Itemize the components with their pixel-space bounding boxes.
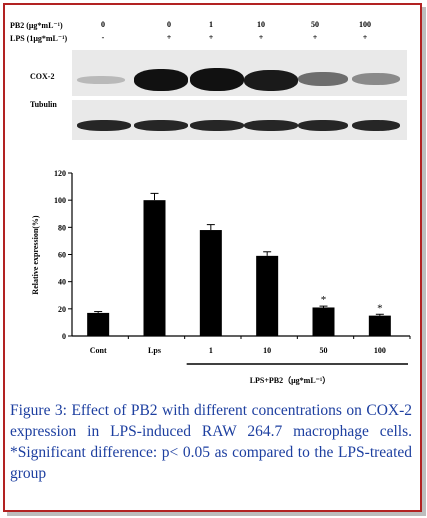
cox2-band	[298, 72, 348, 86]
x-tick-label: Lps	[148, 346, 161, 355]
plot-area: 0 20 40 60 80 100 120 Cont Lps 1 10 50 * 100 *	[54, 169, 411, 365]
bar-chart: Relative expression(%) LPS+PB2（μg*mL⁻¹） …	[31, 169, 411, 385]
pb2-value: 0	[101, 20, 105, 29]
lps-value: -	[101, 33, 105, 42]
tubulin-band	[352, 120, 400, 131]
y-tick-label: 100	[54, 196, 66, 205]
lps-label: LPS (1μg*mL⁻¹)	[10, 34, 68, 43]
x-tick-label: Cont	[90, 346, 107, 355]
lps-value: +	[208, 33, 214, 42]
y-tick-label: 120	[54, 169, 66, 178]
x-tick-label: 10	[263, 346, 271, 355]
y-tick-label: 20	[58, 305, 66, 314]
cox2-band	[190, 68, 244, 91]
tubulin-band	[190, 120, 244, 131]
tubulin-band	[298, 120, 348, 131]
tubulin-label: Tubulin	[30, 100, 57, 109]
cox2-band	[134, 69, 188, 91]
bar	[143, 200, 166, 336]
x-tick-label: 100	[374, 346, 386, 355]
pb2-value: 1	[209, 20, 213, 29]
bar	[312, 307, 335, 336]
pb2-value: 10	[257, 20, 265, 29]
tubulin-blot-image	[72, 100, 407, 140]
lps-value: +	[166, 33, 172, 42]
tubulin-band	[77, 120, 131, 131]
bar	[256, 255, 279, 336]
tubulin-band	[134, 120, 188, 131]
lps-value: +	[312, 33, 318, 42]
bar	[199, 230, 222, 336]
pb2-value: 0	[167, 20, 171, 29]
cox2-band	[352, 73, 400, 85]
figure-caption: Figure 3: Effect of PB2 with different c…	[10, 402, 412, 482]
pb2-value: 100	[359, 20, 371, 29]
y-tick-label: 0	[62, 332, 66, 341]
bar	[87, 312, 110, 336]
pb2-value: 50	[311, 20, 319, 29]
significance-marker: *	[377, 302, 383, 314]
cox2-label: COX-2	[30, 72, 55, 81]
x-tick-label: 1	[209, 346, 213, 355]
x-tick-label: 50	[320, 346, 328, 355]
y-axis-label: Relative expression(%)	[31, 215, 40, 295]
group-label: LPS+PB2（μg*mL⁻¹）	[250, 375, 331, 385]
tubulin-band	[244, 120, 298, 131]
y-tick-label: 60	[58, 251, 66, 260]
y-tick-label: 40	[58, 278, 66, 287]
bar	[368, 315, 391, 336]
cox2-band	[244, 70, 298, 91]
lps-value: +	[258, 33, 264, 42]
cox2-blot-image	[72, 50, 407, 96]
cox2-band	[77, 76, 125, 84]
pb2-label: PB2 (μg*mL⁻¹)	[10, 21, 63, 30]
significance-marker: *	[321, 294, 327, 306]
y-tick-label: 80	[58, 223, 66, 232]
lps-value: +	[362, 33, 368, 42]
